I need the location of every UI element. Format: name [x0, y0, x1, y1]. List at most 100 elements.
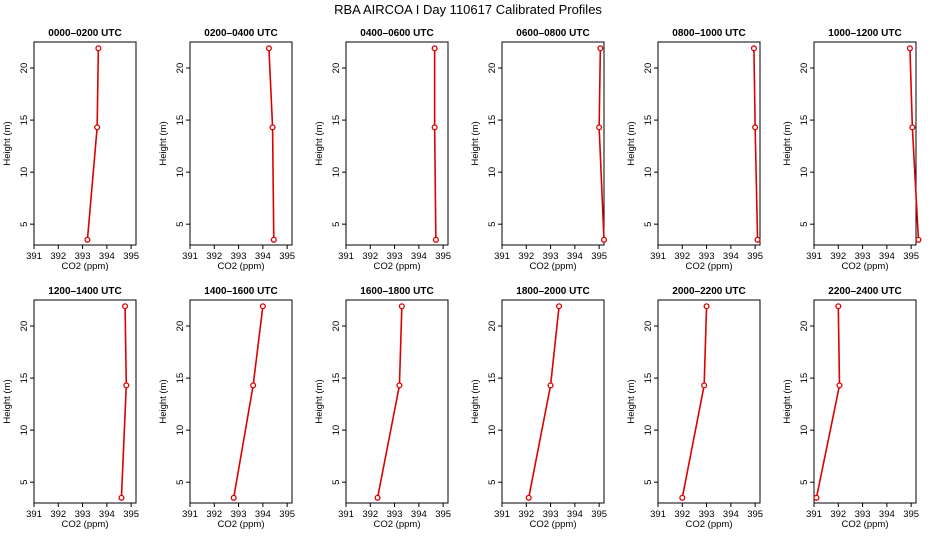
- y-tick-label: 15: [175, 115, 186, 126]
- data-point: [94, 124, 101, 131]
- y-tick-label: 15: [799, 373, 810, 384]
- data-point: [259, 303, 266, 310]
- y-tick-label: 10: [19, 425, 30, 436]
- data-point: [123, 382, 130, 389]
- x-tick-label: 392: [830, 509, 846, 520]
- data-point: [754, 236, 761, 243]
- y-tick-label: 15: [643, 373, 654, 384]
- plot-frame: [33, 41, 137, 246]
- panel-title: 0000–0200 UTC: [48, 28, 121, 39]
- x-tick-label: 394: [723, 251, 739, 262]
- panel: 1200–1400 UTC 391 392 393 394 395 CO2 (ppm) 5 10…: [2, 286, 139, 530]
- y-tick-label: 10: [175, 167, 186, 178]
- x-tick-label: 393: [75, 251, 91, 262]
- panel-title: 0600–0800 UTC: [516, 28, 589, 39]
- y-tick-label: 20: [331, 321, 342, 332]
- x-tick-label: 391: [338, 251, 354, 262]
- x-tick-label: 393: [387, 509, 403, 520]
- figure-title: RBA AIRCOA I Day 110617 Calibrated Profi…: [334, 2, 602, 17]
- profile-line: [376, 306, 403, 498]
- y-tick-label: 15: [175, 373, 186, 384]
- x-tick-label: 392: [830, 251, 846, 262]
- panel-title: 0800–1000 UTC: [672, 28, 745, 39]
- data-point: [835, 303, 842, 310]
- x-tick-label: 392: [518, 251, 534, 262]
- y-axis-label: Height (m): [626, 121, 637, 165]
- x-tick-label: 392: [674, 509, 690, 520]
- x-axis-label: CO2 (ppm): [686, 519, 733, 530]
- x-axis-label: CO2 (ppm): [374, 261, 421, 272]
- y-tick-label: 10: [175, 425, 186, 436]
- x-tick-label: 395: [903, 509, 919, 520]
- plot-frame: [33, 299, 137, 504]
- x-tick-label: 393: [855, 251, 871, 262]
- data-point: [230, 494, 237, 501]
- y-tick-label: 15: [487, 373, 498, 384]
- x-axis-label: CO2 (ppm): [842, 519, 889, 530]
- x-tick-label: 392: [206, 509, 222, 520]
- y-tick-label: 10: [331, 425, 342, 436]
- data-point: [250, 382, 257, 389]
- y-tick-label: 5: [19, 222, 30, 227]
- y-tick-label: 20: [19, 63, 30, 74]
- y-axis-label: Height (m): [314, 379, 325, 423]
- x-tick-label: 394: [99, 251, 115, 262]
- y-tick-label: 10: [487, 167, 498, 178]
- x-axis-label: CO2 (ppm): [374, 519, 421, 530]
- y-axis-label: Height (m): [470, 379, 481, 423]
- profile-line: [815, 306, 841, 498]
- plot-frame: [189, 41, 293, 246]
- x-tick-label: 393: [231, 251, 247, 262]
- y-tick-label: 20: [19, 321, 30, 332]
- data-point: [431, 45, 438, 52]
- panel: 2000–2200 UTC 391 392 393 394 395 CO2 (ppm) 5 10…: [626, 286, 763, 530]
- y-tick-label: 10: [19, 167, 30, 178]
- y-tick-label: 5: [643, 222, 654, 227]
- panel: 2200–2400 UTC 391 392 393 394 395 CO2 (ppm) 5 10…: [782, 286, 919, 530]
- y-tick-label: 5: [331, 222, 342, 227]
- y-tick-label: 5: [175, 480, 186, 485]
- x-tick-label: 392: [50, 251, 66, 262]
- x-tick-label: 391: [338, 509, 354, 520]
- data-point: [813, 494, 820, 501]
- x-tick-label: 393: [231, 509, 247, 520]
- panel: 1400–1600 UTC 391 392 393 394 395 CO2 (ppm) 5 10…: [158, 286, 295, 530]
- x-tick-label: 392: [50, 509, 66, 520]
- y-tick-label: 15: [19, 115, 30, 126]
- x-tick-label: 391: [182, 251, 198, 262]
- x-tick-label: 394: [411, 509, 427, 520]
- y-tick-label: 20: [643, 63, 654, 74]
- panel: 1800–2000 UTC 391 392 393 394 395 CO2 (ppm) 5 10…: [470, 286, 607, 530]
- x-tick-label: 395: [591, 251, 607, 262]
- data-point: [703, 303, 710, 310]
- x-tick-label: 391: [26, 251, 42, 262]
- y-axis-label: Height (m): [782, 379, 793, 423]
- data-point: [750, 45, 757, 52]
- profile-line: [681, 306, 708, 498]
- x-tick-label: 392: [362, 509, 378, 520]
- data-point: [600, 236, 608, 243]
- data-point: [547, 382, 554, 389]
- x-tick-label: 393: [75, 509, 91, 520]
- y-axis-label: Height (m): [158, 121, 169, 165]
- x-tick-label: 394: [723, 509, 739, 520]
- x-tick-label: 393: [855, 509, 871, 520]
- x-tick-label: 393: [699, 509, 715, 520]
- x-tick-label: 391: [26, 509, 42, 520]
- x-tick-label: 391: [494, 509, 510, 520]
- x-axis-label: CO2 (ppm): [218, 261, 265, 272]
- x-tick-label: 392: [518, 509, 534, 520]
- y-tick-label: 10: [643, 167, 654, 178]
- y-tick-label: 5: [799, 480, 810, 485]
- y-axis-label: Height (m): [314, 121, 325, 165]
- profile-line: [86, 48, 100, 240]
- x-tick-label: 393: [543, 251, 559, 262]
- data-point: [84, 236, 91, 243]
- panel-title: 1800–2000 UTC: [516, 286, 589, 297]
- data-point: [556, 303, 563, 310]
- panel: 0600–0800 UTC 391 392 393 394 395 CO2 (ppm) 5 10…: [470, 28, 607, 272]
- data-point: [374, 494, 381, 501]
- profile-line: [433, 48, 437, 240]
- profile-line: [527, 306, 560, 498]
